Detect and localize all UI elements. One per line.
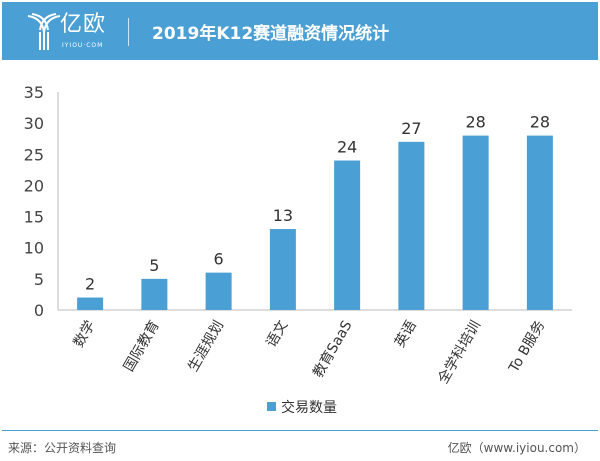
bar xyxy=(462,135,489,310)
bar xyxy=(141,278,168,310)
y-tick-label: 5 xyxy=(34,270,44,289)
y-tick-label: 35 xyxy=(24,83,44,102)
x-tick-label: 数学 xyxy=(71,318,99,350)
data-label: 2 xyxy=(85,275,95,294)
legend-swatch xyxy=(267,402,276,411)
x-tick-label: To B服务 xyxy=(506,318,549,376)
logo-subtext: IYIOU·COM xyxy=(62,42,104,49)
credit-note: 亿欧（www.iyiou.com） xyxy=(447,441,586,455)
header-divider xyxy=(128,18,129,46)
x-tick-label: 语文 xyxy=(263,318,291,350)
bar xyxy=(526,135,553,310)
data-label: 28 xyxy=(465,113,485,132)
data-label: 5 xyxy=(149,256,159,275)
data-label: 28 xyxy=(530,113,550,132)
data-label: 27 xyxy=(401,119,421,138)
x-tick-label: 全学科培训 xyxy=(434,318,484,387)
y-tick-label: 15 xyxy=(24,208,44,227)
bar xyxy=(398,141,425,310)
source-note: 来源：公开资料查询 xyxy=(8,441,117,455)
bar xyxy=(269,229,296,310)
x-tick-label: 英语 xyxy=(391,318,420,351)
bar xyxy=(77,297,104,310)
y-tick-label: 0 xyxy=(34,301,44,320)
data-label: 24 xyxy=(337,138,357,157)
data-label: 13 xyxy=(273,206,293,225)
y-tick-label: 30 xyxy=(24,114,44,133)
x-tick-label: 生涯规划 xyxy=(185,318,227,374)
chart-title: 2019年K12赛道融资情况统计 xyxy=(152,24,390,44)
x-tick-label: 国际教育 xyxy=(121,318,163,374)
yiou-logo-icon xyxy=(27,13,61,50)
x-tick-label: 教育SaaS xyxy=(310,318,355,381)
logo-text: 亿欧 xyxy=(60,12,107,37)
bar-chart: 0 5 10 15 20 25 30 35 2 数学 5 国际教育 6 生涯规划 13 语文 24 教育SaaS 2… xyxy=(24,83,572,416)
header-banner: 亿欧 IYIOU·COM 2019年K12赛道融资情况统计 xyxy=(2,2,598,60)
bar xyxy=(205,272,232,310)
bar xyxy=(334,160,361,310)
legend-label: 交易数量 xyxy=(281,399,337,416)
footer-divider xyxy=(2,430,598,431)
y-tick-label: 20 xyxy=(24,176,44,195)
y-tick-label: 10 xyxy=(24,239,44,258)
y-tick-label: 25 xyxy=(24,145,44,164)
data-label: 6 xyxy=(214,250,224,269)
